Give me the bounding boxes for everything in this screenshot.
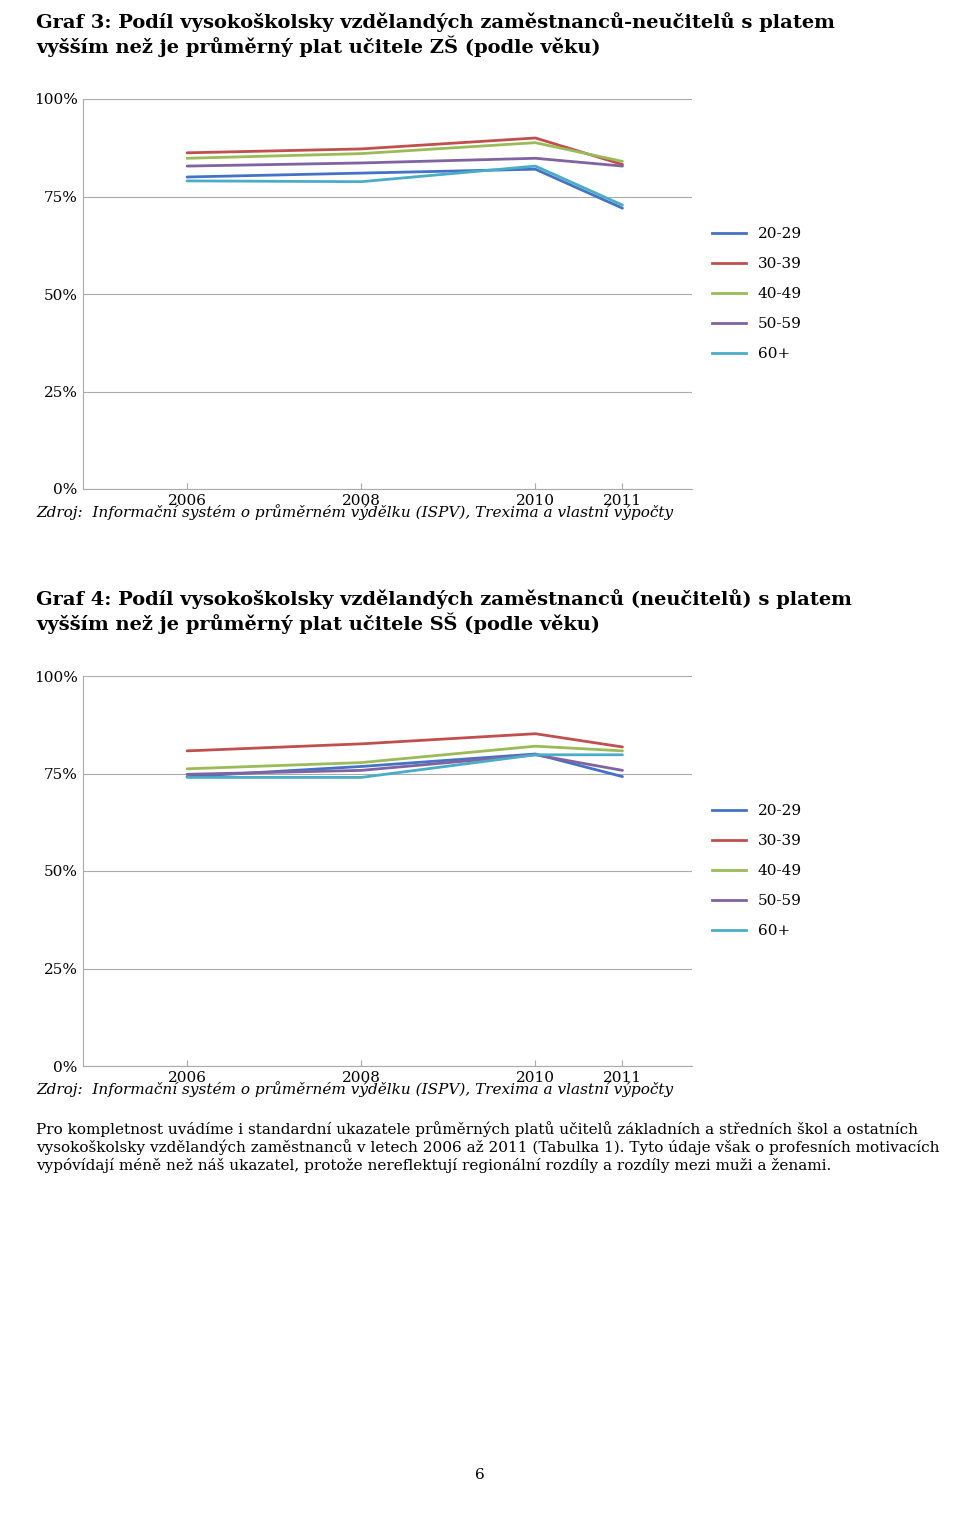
60+ [616,746,628,764]
60+ [530,157,541,176]
60+ [355,769,367,787]
20-29 [616,767,628,785]
20-29 [355,758,367,776]
Text: Zdroj:  Informační systém o průměrném výdělku (ISPV), Trexima a vlastní výpočty: Zdroj: Informační systém o průměrném výd… [36,504,674,520]
Line: 40-49: 40-49 [187,746,622,769]
Text: Zdroj:  Informační systém o průměrném výdělku (ISPV), Trexima a vlastní výpočty: Zdroj: Informační systém o průměrném výd… [36,1080,674,1097]
50-59 [181,766,193,784]
60+ [181,769,193,787]
30-39 [616,156,628,174]
40-49 [530,133,541,151]
40-49 [355,753,367,772]
20-29 [616,200,628,218]
Legend: 20-29, 30-39, 40-49, 50-59, 60+: 20-29, 30-39, 40-49, 50-59, 60+ [712,803,802,938]
Legend: 20-29, 30-39, 40-49, 50-59, 60+: 20-29, 30-39, 40-49, 50-59, 60+ [712,227,802,362]
Line: 60+: 60+ [187,166,622,206]
40-49 [181,760,193,778]
50-59 [355,761,367,779]
20-29 [530,744,541,763]
Line: 20-29: 20-29 [187,753,622,776]
20-29 [181,767,193,785]
30-39 [181,144,193,162]
50-59 [355,154,367,172]
40-49 [530,737,541,755]
30-39 [616,738,628,756]
50-59 [530,150,541,168]
20-29 [355,163,367,182]
30-39 [530,725,541,743]
Line: 40-49: 40-49 [187,142,622,162]
Line: 30-39: 30-39 [187,734,622,750]
20-29 [530,160,541,179]
40-49 [616,741,628,760]
50-59 [616,761,628,779]
Line: 20-29: 20-29 [187,169,622,209]
Text: Pro kompletnost uvádíme i standardní ukazatele průměrných platů učitelů základní: Pro kompletnost uvádíme i standardní uka… [36,1121,940,1173]
40-49 [355,145,367,163]
20-29 [181,168,193,186]
40-49 [616,153,628,171]
Line: 60+: 60+ [187,755,622,778]
40-49 [181,150,193,168]
Text: 6: 6 [475,1468,485,1483]
Text: Graf 4: Podíl vysokoškolsky vzdělandých zaměstnanců (neučitelů) s platem
vyšším : Graf 4: Podíl vysokoškolsky vzdělandých … [36,589,852,634]
50-59 [181,157,193,176]
30-39 [355,735,367,753]
30-39 [355,139,367,157]
Text: Graf 3: Podíl vysokoškolsky vzdělandých zaměstnanců-neučitelů s platem
vyšším ne: Graf 3: Podíl vysokoškolsky vzdělandých … [36,12,835,57]
Line: 30-39: 30-39 [187,138,622,165]
60+ [530,746,541,764]
60+ [181,172,193,191]
50-59 [530,746,541,764]
60+ [355,172,367,191]
Line: 50-59: 50-59 [187,159,622,166]
30-39 [181,741,193,760]
Line: 50-59: 50-59 [187,755,622,775]
60+ [616,197,628,215]
50-59 [616,157,628,176]
30-39 [530,129,541,147]
